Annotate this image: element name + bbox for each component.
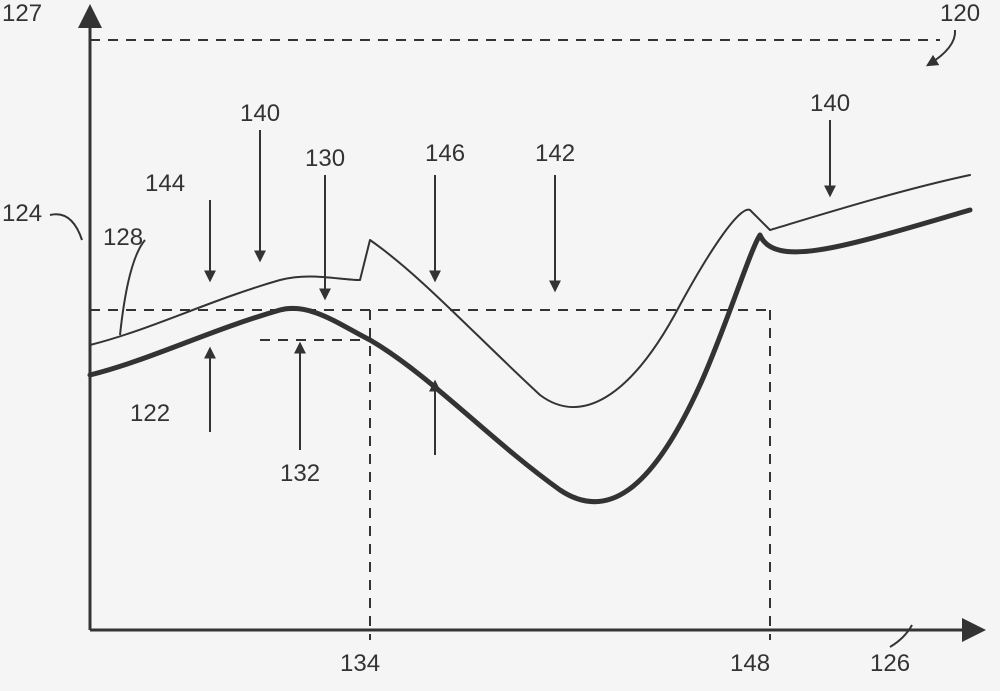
arrow-120 xyxy=(928,30,955,65)
label-128: 128 xyxy=(103,224,143,252)
label-127: 127 xyxy=(2,0,42,28)
label-124: 124 xyxy=(2,200,42,228)
curve-thin-128 xyxy=(90,175,970,407)
label-142: 142 xyxy=(535,140,575,168)
label-140: 140 xyxy=(810,90,850,118)
label-144: 144 xyxy=(145,170,185,198)
label-140: 140 xyxy=(240,100,280,128)
label-148: 148 xyxy=(730,650,770,678)
label-130: 130 xyxy=(305,145,345,173)
label-122: 122 xyxy=(130,400,170,428)
lead-126 xyxy=(890,625,912,647)
label-120: 120 xyxy=(940,0,980,28)
lead-128 xyxy=(120,240,145,335)
label-134: 134 xyxy=(340,650,380,678)
label-146: 146 xyxy=(425,140,465,168)
lead-124 xyxy=(50,214,82,240)
label-126: 126 xyxy=(870,650,910,678)
label-132: 132 xyxy=(280,460,320,488)
diagram-container: 127 120 124 140 140 144128 130 146 142 122 132 134 1… xyxy=(0,0,1000,691)
curve-thick-122 xyxy=(90,210,970,502)
